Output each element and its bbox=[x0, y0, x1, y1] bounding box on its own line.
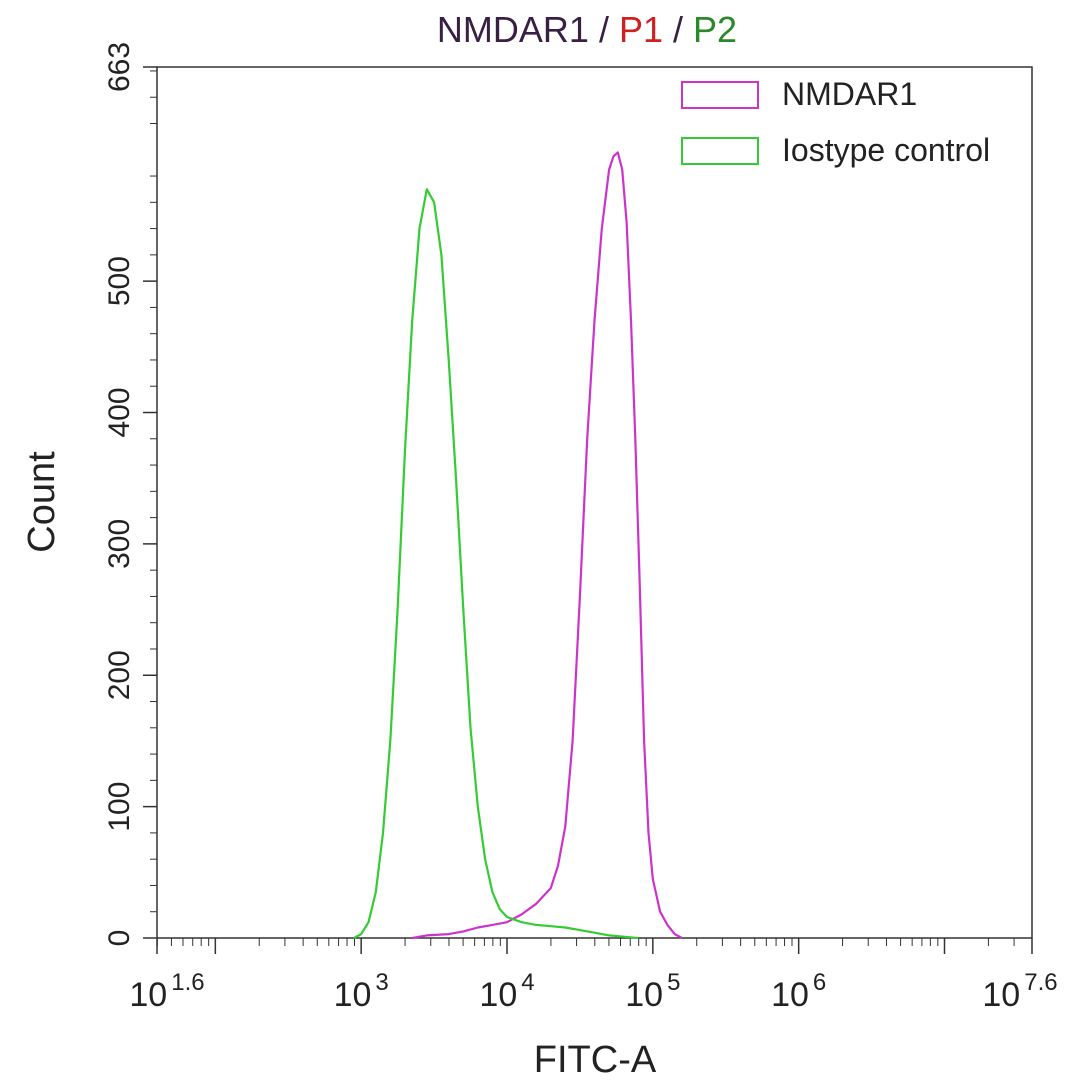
title-part: / bbox=[663, 9, 693, 50]
x-tick-label: 10 7.6 bbox=[982, 969, 1057, 1014]
x-tick-exponent: 4 bbox=[521, 969, 534, 996]
x-tick-exponent: 5 bbox=[667, 969, 680, 996]
y-tick-label: 300 bbox=[103, 519, 136, 569]
x-tick-base: 10 bbox=[771, 976, 809, 1014]
legend-label: NMDAR1 bbox=[782, 76, 917, 112]
y-axis: 0 100 200 300 400 500 663 bbox=[103, 42, 157, 946]
chart-title-text: NMDAR1 / P1 / P2 bbox=[437, 9, 737, 50]
y-tick-label: 200 bbox=[103, 650, 136, 700]
y-tick-label: 0 bbox=[103, 930, 136, 947]
series-lines bbox=[353, 151, 683, 940]
y-tick-label: 500 bbox=[103, 256, 136, 306]
legend: NMDAR1 Iostype control bbox=[681, 76, 990, 168]
title-part: NMDAR1 bbox=[437, 9, 589, 50]
x-tick-exponent: 6 bbox=[813, 969, 826, 996]
legend-swatch bbox=[681, 137, 759, 165]
x-tick-label: 10 5 bbox=[625, 969, 680, 1014]
y-tick-label: 400 bbox=[103, 387, 136, 437]
x-tick-exponent: 7.6 bbox=[1024, 969, 1057, 996]
y-tick-label: 663 bbox=[103, 42, 136, 92]
x-tick-base: 10 bbox=[625, 976, 663, 1014]
x-tick-base: 10 bbox=[479, 976, 517, 1014]
title-part: / bbox=[589, 9, 619, 50]
x-tick-base: 10 bbox=[334, 976, 372, 1014]
legend-label: Iostype control bbox=[782, 132, 990, 168]
x-tick-base: 10 bbox=[982, 976, 1020, 1014]
title-part: P2 bbox=[693, 9, 737, 50]
series-line-1 bbox=[353, 188, 639, 940]
x-tick-base: 10 bbox=[129, 976, 167, 1014]
chart-title: NMDAR1 / P1 / P2 bbox=[437, 9, 737, 50]
x-tick-label: 10 6 bbox=[771, 969, 826, 1014]
x-tick-exponent: 3 bbox=[375, 969, 388, 996]
legend-swatch bbox=[681, 81, 759, 109]
y-tick-label: 100 bbox=[103, 782, 136, 832]
x-tick-label: 10 3 bbox=[334, 969, 389, 1014]
x-tick-label: 10 4 bbox=[479, 969, 534, 1014]
plot-area bbox=[156, 66, 1033, 939]
x-tick-label: 10 1.6 bbox=[129, 969, 204, 1014]
x-axis-label: FITC-A bbox=[534, 1039, 657, 1081]
x-axis: 10 1.6 10 3 10 4 10 5 10 6 10 7.6 bbox=[129, 938, 1058, 1014]
series-line-0 bbox=[412, 151, 683, 940]
y-axis-label: Count bbox=[21, 451, 63, 553]
title-part: P1 bbox=[619, 9, 663, 50]
x-tick-exponent: 1.6 bbox=[171, 969, 204, 996]
